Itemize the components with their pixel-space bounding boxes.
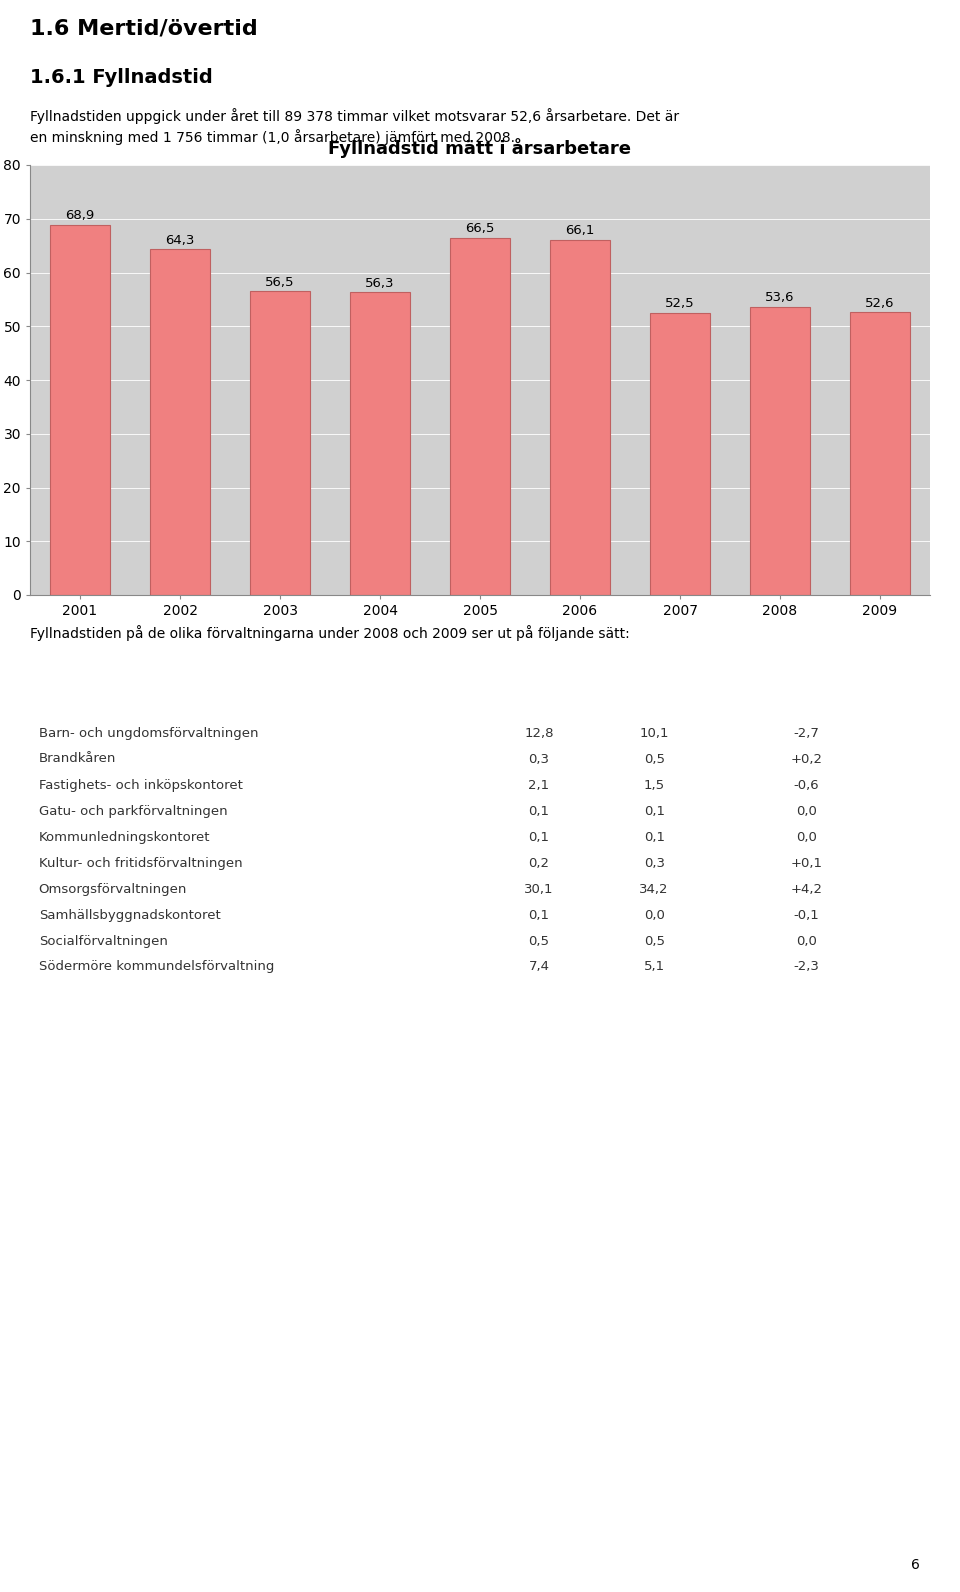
Text: 0,1: 0,1 — [528, 804, 549, 818]
Text: 0,5: 0,5 — [644, 753, 664, 766]
Bar — [750, 307, 810, 595]
Text: 0,1: 0,1 — [644, 804, 664, 818]
Bar — [450, 237, 510, 595]
Text: 0,1: 0,1 — [528, 909, 549, 922]
Text: Fyllnadstiden på de olika förvaltningarna under 2008 och 2009 ser ut på följande: Fyllnadstiden på de olika förvaltningarn… — [30, 626, 630, 642]
Text: Kommunledningskontoret: Kommunledningskontoret — [38, 831, 210, 844]
Text: -0,1: -0,1 — [794, 909, 819, 922]
Text: 64,3: 64,3 — [165, 234, 195, 247]
Text: +0,2: +0,2 — [790, 753, 823, 766]
Text: 1,5: 1,5 — [643, 778, 664, 791]
Text: Södermöre kommundelsförvaltning: Södermöre kommundelsförvaltning — [38, 960, 274, 973]
Text: 0,0: 0,0 — [796, 935, 817, 947]
Text: 0,0: 0,0 — [644, 909, 664, 922]
Text: 0,3: 0,3 — [644, 856, 664, 869]
Text: 2008: 2008 — [520, 700, 558, 713]
Text: Fyllnadstid mätt i årsarbetare (1 700 tim/år): Fyllnadstid mätt i årsarbetare (1 700 ti… — [38, 673, 372, 688]
Text: 66,1: 66,1 — [565, 224, 594, 237]
Text: 0,2: 0,2 — [528, 856, 549, 869]
Bar — [350, 293, 410, 595]
Bar — [650, 312, 710, 595]
Text: 7,4: 7,4 — [528, 960, 549, 973]
Text: Förvaltningar: Förvaltningar — [38, 700, 140, 713]
Text: 5,1: 5,1 — [643, 960, 664, 973]
Text: Samhällsbyggnadskontoret: Samhällsbyggnadskontoret — [38, 909, 221, 922]
Bar — [250, 291, 310, 595]
Text: 2009: 2009 — [636, 700, 673, 713]
Bar — [850, 312, 910, 595]
Text: Omsorgsförvaltningen: Omsorgsförvaltningen — [38, 882, 187, 895]
Text: 34,2: 34,2 — [639, 882, 669, 895]
Text: 6: 6 — [911, 1559, 920, 1571]
Text: 1.6.1 Fyllnadstid: 1.6.1 Fyllnadstid — [30, 68, 213, 88]
Bar — [550, 240, 610, 595]
Text: Gatu- och parkförvaltningen: Gatu- och parkförvaltningen — [38, 804, 228, 818]
Text: 0,1: 0,1 — [528, 831, 549, 844]
Text: 53,6: 53,6 — [765, 291, 795, 304]
Text: 2,1: 2,1 — [528, 778, 549, 791]
Bar — [50, 224, 110, 595]
Text: 52,6: 52,6 — [637, 987, 670, 1000]
Text: 66,5: 66,5 — [466, 221, 494, 236]
Text: 0,0: 0,0 — [796, 804, 817, 818]
Text: 52,6: 52,6 — [865, 296, 895, 309]
Text: 10,1: 10,1 — [639, 726, 669, 740]
Text: 56,5: 56,5 — [265, 275, 295, 288]
Text: +4,2: +4,2 — [790, 882, 823, 895]
Text: 0,3: 0,3 — [528, 753, 549, 766]
Text: 0,1: 0,1 — [644, 831, 664, 844]
Text: Socialförvaltningen: Socialförvaltningen — [38, 935, 168, 947]
Text: -0,6: -0,6 — [794, 778, 819, 791]
Text: -2,7: -2,7 — [794, 726, 820, 740]
Text: 56,3: 56,3 — [365, 277, 395, 290]
Text: 1.6 Mertid/övertid: 1.6 Mertid/övertid — [30, 18, 257, 38]
Text: 68,9: 68,9 — [65, 209, 95, 221]
Text: - 1,0: - 1,0 — [790, 987, 824, 1000]
Text: 0,0: 0,0 — [796, 831, 817, 844]
Text: -2,3: -2,3 — [794, 960, 820, 973]
Text: Fastighets- och inköpskontoret: Fastighets- och inköpskontoret — [38, 778, 243, 791]
Text: Totalt: Totalt — [38, 987, 82, 1000]
Text: Kultur- och fritidsförvaltningen: Kultur- och fritidsförvaltningen — [38, 856, 242, 869]
Text: 30,1: 30,1 — [524, 882, 554, 895]
Text: Fyllnadstiden uppgick under året till 89 378 timmar vilket motsvarar 52,6 årsarb: Fyllnadstiden uppgick under året till 89… — [30, 108, 679, 145]
Text: Barn- och ungdomsförvaltningen: Barn- och ungdomsförvaltningen — [38, 726, 258, 740]
Text: 12,8: 12,8 — [524, 726, 554, 740]
Title: Fyllnadstid mätt i årsarbetare: Fyllnadstid mätt i årsarbetare — [328, 139, 632, 158]
Text: 0,5: 0,5 — [528, 935, 549, 947]
Text: 52,5: 52,5 — [665, 298, 695, 310]
Text: +0,1: +0,1 — [790, 856, 823, 869]
Bar — [150, 250, 210, 595]
Text: 0,5: 0,5 — [644, 935, 664, 947]
Text: Brandkåren: Brandkåren — [38, 753, 116, 766]
Text: Förändring: Förändring — [766, 700, 847, 713]
Text: 53,6: 53,6 — [522, 987, 555, 1000]
